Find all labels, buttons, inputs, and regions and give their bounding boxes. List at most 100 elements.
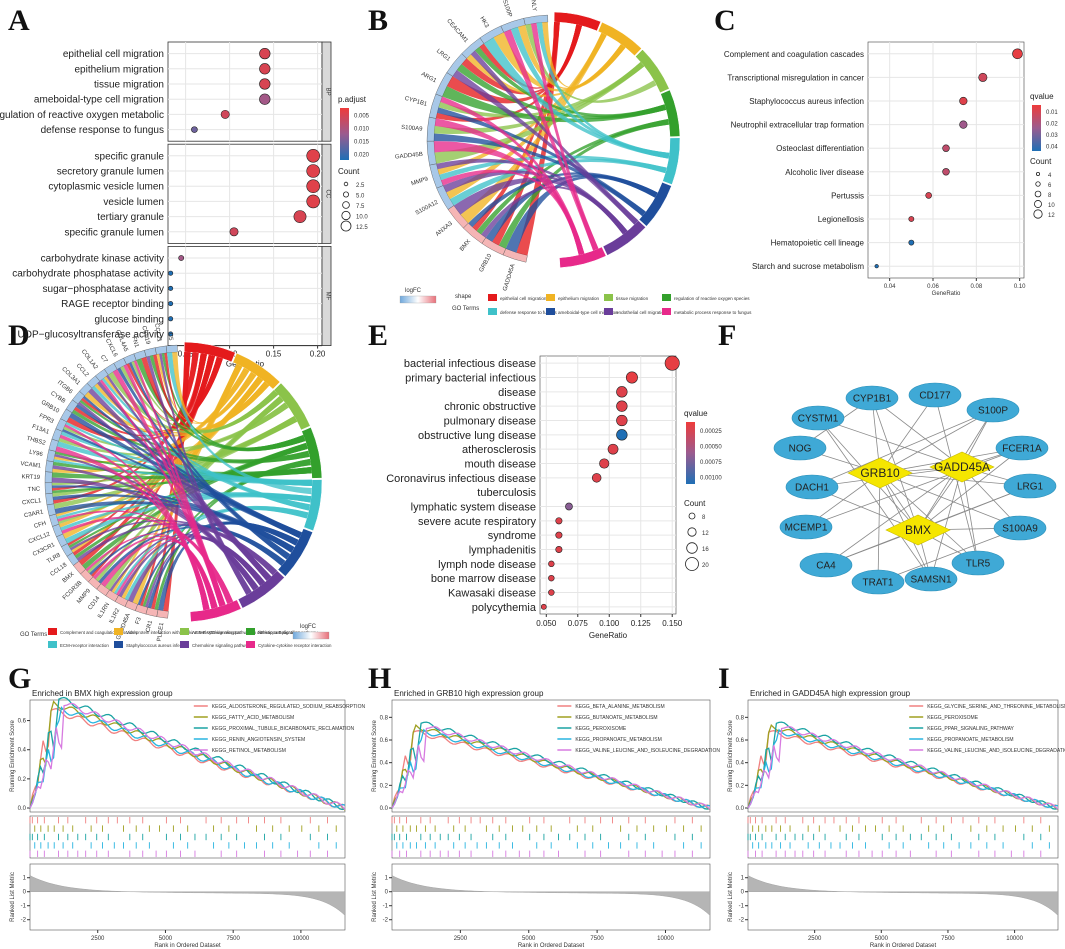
y-tick-label: 0.2 [736,783,745,789]
gene-label: CXCL12 [28,531,52,545]
panel-letter-b: B [368,4,388,37]
term-arc [662,137,681,185]
data-point [540,603,547,610]
x-tick-label: 0.15 [266,350,282,359]
chord-ribbon [479,24,582,89]
hub-node [885,514,951,546]
term-arc [237,570,285,609]
y-tick-label: 0.8 [380,715,389,721]
size-legend-circle [340,220,352,232]
y2-axis-title: Ranked List Metric [372,872,378,922]
size-legend-label: 2.5 [356,183,365,189]
term-label: ameboidal-type cell migration [34,95,164,106]
gene-label: CD14 [87,595,101,611]
legend-color-title: qvalue [1030,92,1054,101]
legend-logfc-title: logFC [300,624,317,630]
legend-swatch [604,294,613,301]
size-legend-label: 6 [1048,183,1052,189]
term-arc [184,341,236,363]
data-point [591,473,602,483]
x-tick-label: 5000 [522,936,536,942]
panel-letter-g: G [8,662,31,695]
term-label: Neutrophil extracellular trap formation [731,121,864,130]
gene-label: IL1R2 [109,607,122,625]
x-tick-label: 0.04 [884,284,896,290]
chord-ribbon [475,46,667,118]
size-legend-circle [685,557,699,571]
x-tick-label: 5000 [159,936,173,942]
network-edge [817,417,932,580]
legend-swatch [662,294,671,301]
plot-frame [867,41,1025,279]
y-axis-title: Running Enrichment Score [372,719,378,791]
legend-label: KEGG_ALDOSTERONE_REGULATED_SODIUM_REABSO… [212,704,366,710]
hits-frame [29,815,346,859]
gene-label: KRT19 [21,474,40,481]
x-tick-label: 10000 [657,936,674,942]
facet-strip [321,245,332,346]
y2-tick-label: 0 [23,890,27,896]
facet-frame [167,245,323,346]
hub-label: GADD45A [934,460,990,474]
term-label: Legionellosis [818,215,864,224]
panel-g-gsea: Enriched in BMX high expression group 0.6… [10,689,365,949]
es-curve [747,721,1059,810]
network-edge [879,409,994,474]
x-tick-label: 7500 [941,936,955,942]
data-point [942,168,950,176]
y2-tick-label: -1 [739,904,745,910]
data-point [959,120,968,129]
legend-term-label: NF-kappa B signaling pathway [258,630,318,635]
size-legend-label: 12.5 [356,225,368,231]
legend-swatch [488,294,497,301]
gene-label: CYP1B1 [404,96,428,108]
network-node [785,474,839,500]
x-tick-label: 2500 [91,936,105,942]
facet-frame [167,41,323,142]
chord-ribbon [161,353,306,451]
gene-label: HK3 [478,16,489,30]
es-curve [747,728,1059,809]
y-tick-label: 0.0 [736,806,745,812]
es-curve [391,721,711,810]
x-axis-title: Rank in Ordered Dataset [154,943,221,949]
x-tick-label: 0.10 [1014,284,1026,290]
panel-e-dotplot: bacterial infectious disease primary bact… [386,355,722,640]
legend-label: KEGG_PEROXISOME [927,715,979,721]
data-point [555,545,563,554]
data-point [168,270,174,276]
x-tick-label: 0.125 [631,619,652,628]
network-edge [917,447,1023,531]
legend-color-title: p.adjust [338,95,367,104]
gene-arc [45,460,54,473]
term-label: carbohydrate kinase activity [41,254,164,265]
facet-label: MF [325,292,331,301]
data-point [599,458,610,469]
data-point [259,47,271,60]
legend-label: KEGG_GLYCINE_SERINE_AND_THREONINE_METABO… [927,704,1065,710]
network-edge [961,466,979,564]
legend-label: KEGG_BETA_ALANINE_METABOLISM [575,704,664,710]
size-legend-circle [1034,190,1042,198]
network-node [904,566,958,592]
network-node [851,569,905,595]
legend-label: KEGG_PROPANOATE_METABOLISM [927,737,1013,743]
legend-terms-title: GO Terms [20,632,47,638]
term-arc [273,382,311,431]
y2-tick-label: 1 [23,876,27,882]
gene-label: GADD45B [395,152,423,161]
rank-frame [391,863,711,931]
chord-ribbon [460,32,607,224]
rank-frame [747,863,1059,931]
data-point [168,331,174,337]
chord-ribbon [87,396,284,574]
data-point [607,443,619,455]
chord-ribbon [55,451,312,476]
term-label: carbohydrate phosphatase activity [12,269,164,280]
legend-swatch [246,641,255,648]
legend-swatch [114,641,123,648]
colorbar-tick-label: 0.015 [354,140,370,146]
es-curve [29,706,346,809]
panel-letter-d: D [8,319,30,352]
legend-swatch [180,628,189,635]
